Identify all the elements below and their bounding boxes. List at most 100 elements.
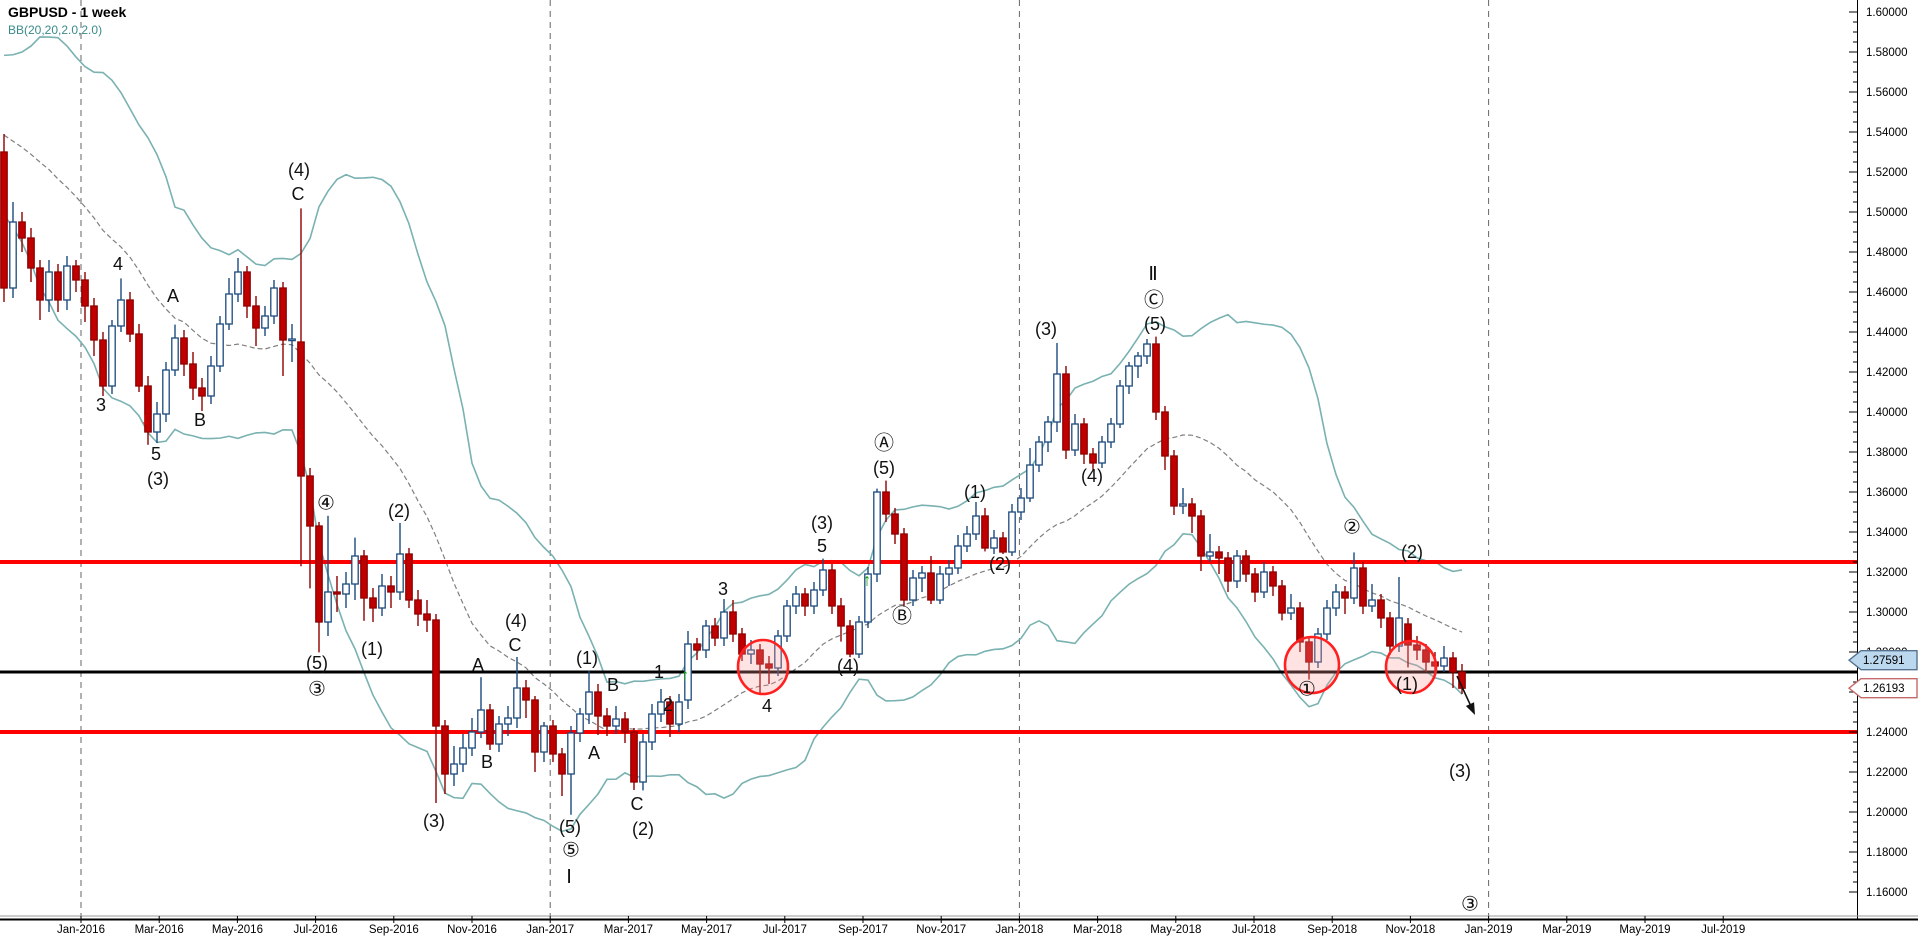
wave-label: (5): [1144, 314, 1166, 334]
wave-label: (1): [964, 482, 986, 502]
price-axis[interactable]: 1.60000 1.58000 1.56000 1.54000 1.52000 1.500…: [1849, 0, 1908, 919]
price-tick-label: 1.58000: [1866, 47, 1908, 59]
wave-label: Ⓐ: [874, 431, 894, 454]
projection-arrow: [1456, 675, 1475, 715]
candles-layer: [0, 134, 1466, 815]
date-tick-label: May-2018: [1150, 924, 1201, 936]
wave-label: ③: [1461, 893, 1479, 915]
price-tick-label: 1.54000: [1866, 127, 1908, 139]
wave-label: 1: [654, 662, 664, 682]
wave-label: Ⓑ: [892, 604, 912, 627]
wave-label: (1): [576, 648, 598, 668]
wave-label: A: [472, 655, 484, 675]
wave-label: Ⅰ: [566, 867, 572, 888]
date-tick-label: Mar-2016: [135, 924, 184, 936]
wave-label: (3): [811, 513, 833, 533]
wave-label: Ⅱ: [1148, 264, 1157, 285]
wave-label: (1): [361, 639, 383, 659]
date-tick-label: Nov-2017: [916, 924, 966, 936]
year-gridlines: [80, 0, 1490, 916]
date-tick-label: Jul-2019: [1701, 924, 1745, 936]
wave-label: 3: [718, 579, 728, 599]
price-tick-label: 1.46000: [1866, 287, 1908, 299]
wave-label: ②: [1343, 516, 1361, 538]
date-tick-label: Mar-2019: [1542, 924, 1591, 936]
date-tick-label: Mar-2018: [1073, 924, 1122, 936]
wave-label: Ⓒ: [1144, 288, 1164, 311]
date-tick-label: Jan-2019: [1465, 924, 1513, 936]
date-tick-label: Jul-2016: [294, 924, 338, 936]
price-tick-label: 1.22000: [1866, 767, 1908, 779]
date-tick-label: Mar-2017: [604, 924, 653, 936]
date-tick-label: Jul-2017: [763, 924, 807, 936]
date-tick-label: Sep-2016: [369, 924, 419, 936]
wave-label: C: [292, 184, 305, 204]
wave-label: ①: [1298, 678, 1316, 700]
wave-label: (5): [306, 653, 328, 673]
wave-label: A: [588, 743, 600, 763]
wave-label: C: [631, 794, 644, 814]
wave-label: (2): [989, 554, 1011, 574]
wave-label: (4): [505, 611, 527, 631]
price-tick-label: 1.40000: [1866, 407, 1908, 419]
date-tick-label: Nov-2016: [447, 924, 497, 936]
price-tick-label: 1.16000: [1866, 887, 1908, 899]
price-tick-label: 1.18000: [1866, 847, 1908, 859]
buy-arrow-icon: ↑: [681, 665, 690, 684]
highlight-circles: [736, 635, 1438, 696]
price-tick-label: 1.60000: [1866, 7, 1908, 19]
price-tick-label: 1.56000: [1866, 87, 1908, 99]
date-tick-label: Jan-2016: [57, 924, 105, 936]
price-tick-label: 1.44000: [1866, 327, 1908, 339]
sell-arrow-icon: ↓: [141, 409, 150, 428]
price-tick-label: 1.48000: [1866, 247, 1908, 259]
date-tick-label: Sep-2018: [1307, 924, 1357, 936]
sell-arrow-icon: ↓: [296, 422, 305, 441]
wave-label: (4): [837, 656, 859, 676]
bollinger-bands: [3, 36, 1463, 833]
price-tick-label: 1.52000: [1866, 167, 1908, 179]
wave-label: (2): [1401, 542, 1423, 562]
date-tick-label: Nov-2018: [1385, 924, 1435, 936]
wave-label: B: [194, 410, 206, 430]
price-tick-label: 1.50000: [1866, 207, 1908, 219]
price-tick-label: 1.20000: [1866, 807, 1908, 819]
price-tick-label: 1.32000: [1866, 567, 1908, 579]
trade-markers: ↓ ↓ ↑ ↑: [141, 409, 872, 684]
date-tick-label: May-2017: [681, 924, 732, 936]
date-tick-label: Jan-2017: [526, 924, 574, 936]
wave-label: 3: [96, 395, 106, 415]
wave-label: ③: [308, 678, 326, 700]
wave-label: (3): [1449, 761, 1471, 781]
buy-arrow-icon: ↑: [863, 570, 872, 589]
wave-label: (4): [288, 160, 310, 180]
price-tick-label: 1.38000: [1866, 447, 1908, 459]
date-tick-label: Sep-2017: [838, 924, 888, 936]
price-tick-label: 1.42000: [1866, 367, 1908, 379]
wave-label: (2): [632, 819, 654, 839]
date-tick-label: May-2019: [1619, 924, 1670, 936]
price-tick-label: 1.36000: [1866, 487, 1908, 499]
wave-label: (4): [1081, 466, 1103, 486]
wave-label: A: [167, 286, 179, 306]
wave-label: 4: [113, 254, 123, 274]
price-tick-label: 1.34000: [1866, 527, 1908, 539]
price-tick-label: 1.24000: [1866, 727, 1908, 739]
current-price-tag: 1.26193: [1863, 683, 1905, 695]
wave-label: (3): [147, 469, 169, 489]
wave-label: C: [509, 635, 522, 655]
wave-label: (1): [1396, 674, 1418, 694]
wave-label: (2): [388, 501, 410, 521]
wave-label: (3): [1035, 319, 1057, 339]
wave-label: 2: [663, 695, 673, 715]
wave-label: (5): [559, 817, 581, 837]
date-tick-label: Jul-2018: [1232, 924, 1276, 936]
date-tick-label: May-2016: [212, 924, 263, 936]
time-axis[interactable]: Jan-2016 Mar-2016 May-2016 Jul-2016 Sep-2016…: [0, 915, 1918, 936]
wave-label: 5: [817, 536, 827, 556]
wave-label: B: [481, 752, 493, 772]
wave-label: ④: [317, 492, 335, 514]
